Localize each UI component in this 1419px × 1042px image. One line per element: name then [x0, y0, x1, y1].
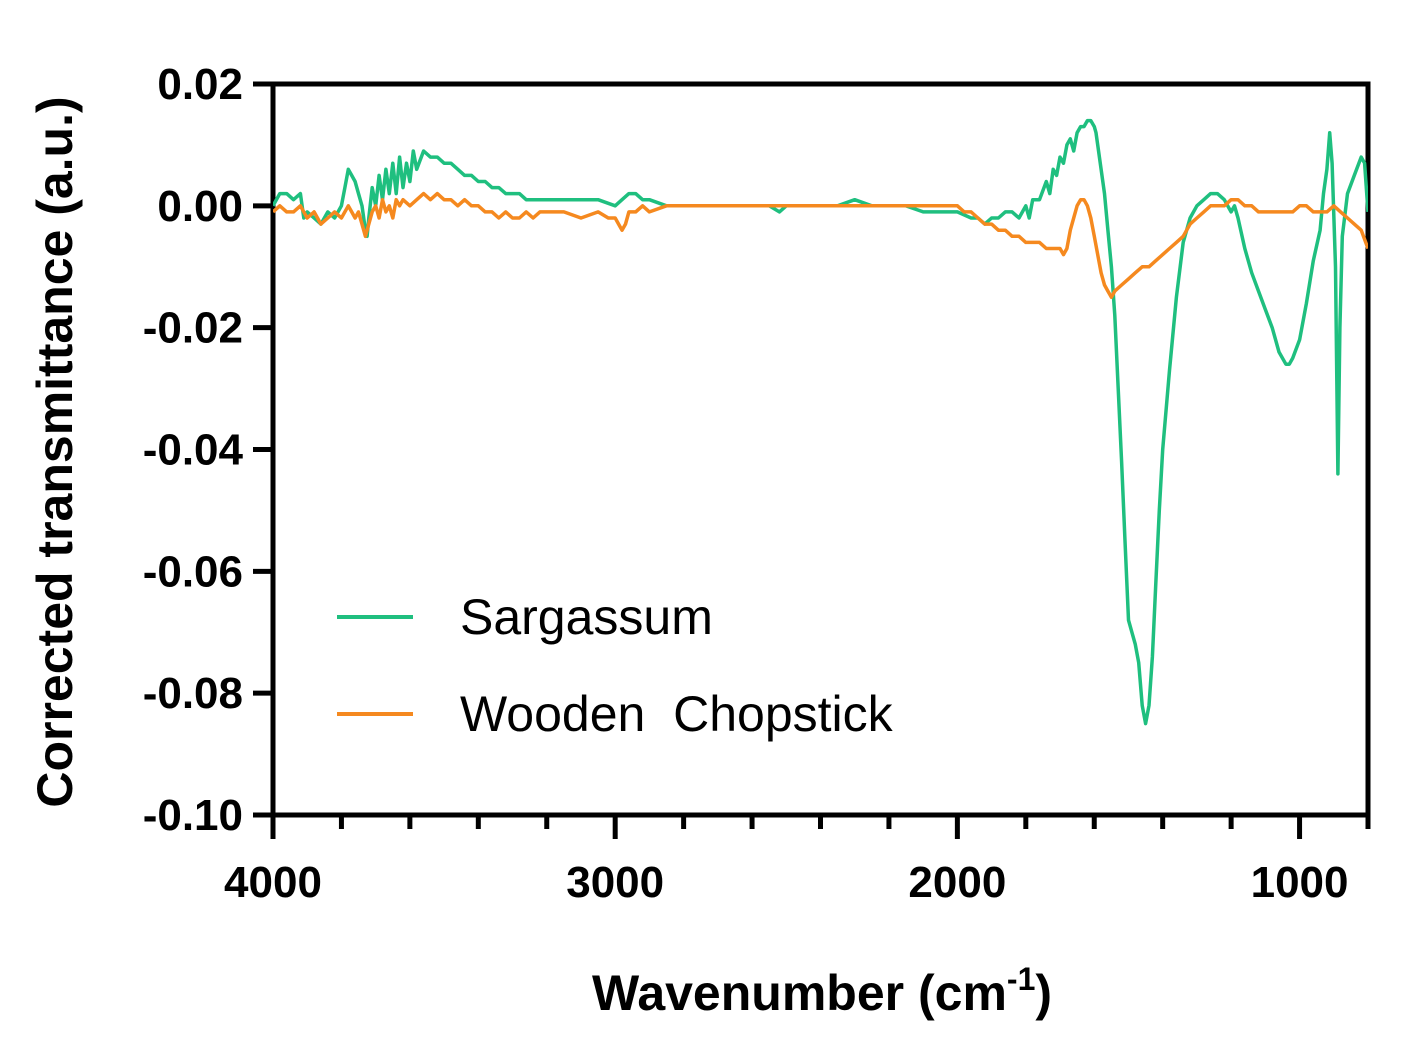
legend: Sargassum Wooden Chopstick	[337, 589, 894, 742]
x-axis-title-superscript: -1	[1007, 961, 1035, 997]
y-tick-label: -0.02	[143, 304, 243, 353]
series-layer	[273, 118, 1368, 726]
y-axis: 0.02 0.00 -0.02 -0.04 -0.06 -0.08 -0.10	[143, 60, 273, 840]
x-axis-title-main: Wavenumber (cm	[592, 965, 1007, 1021]
x-axis-title-close: )	[1035, 965, 1052, 1021]
x-axis-title: Wavenumber (cm-1)	[592, 961, 1052, 1021]
y-tick-label: -0.06	[143, 547, 243, 596]
x-tick-label: 1000	[1251, 858, 1349, 907]
legend-label: Wooden Chopstick	[460, 686, 894, 742]
x-axis: 4000 3000 2000 1000	[224, 815, 1371, 907]
x-tick-label: 2000	[908, 858, 1006, 907]
y-tick-label: -0.08	[143, 669, 243, 718]
y-tick-label: 0.02	[157, 60, 243, 109]
y-tick-label: 0.00	[157, 182, 243, 231]
y-axis-title: Corrected transmittance (a.u.)	[27, 96, 83, 807]
legend-label: Sargassum	[460, 589, 713, 645]
y-tick-label: -0.10	[143, 791, 243, 840]
series-line-2	[273, 191, 1368, 299]
x-tick-label: 3000	[566, 858, 664, 907]
x-tick-label: 4000	[224, 858, 322, 907]
y-tick-label: -0.04	[143, 426, 244, 475]
